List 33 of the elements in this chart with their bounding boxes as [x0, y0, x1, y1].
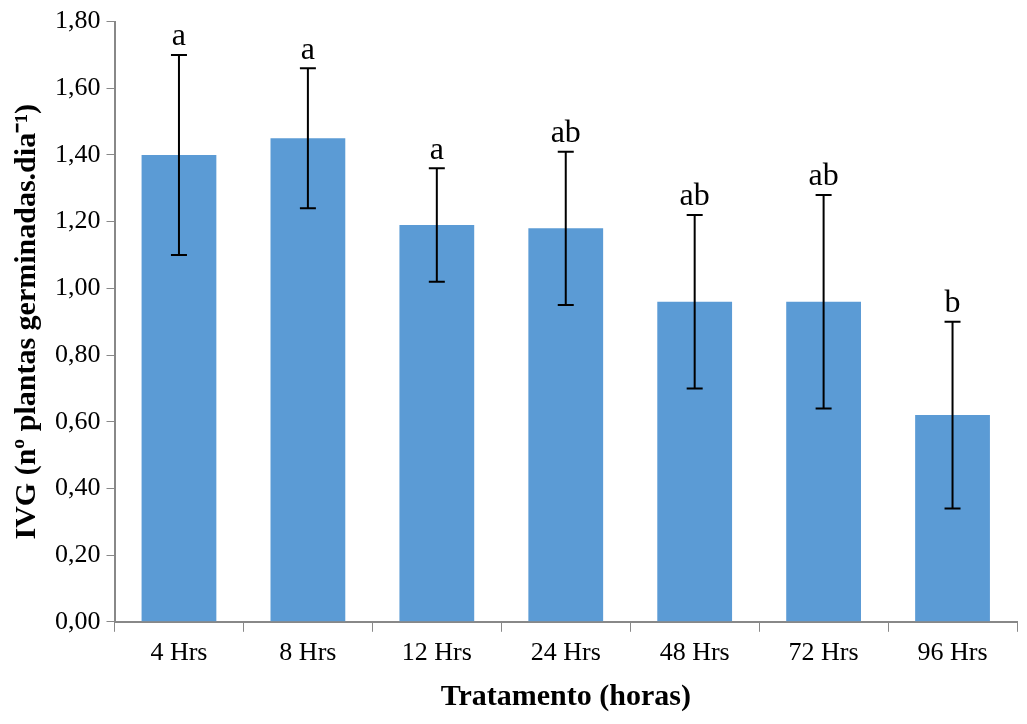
y-tick-label: 0,00	[55, 605, 101, 635]
y-axis-title: IVG (nº plantas germinadas.dia⁻¹)	[7, 103, 42, 540]
y-tick-label: 1,60	[55, 72, 101, 102]
y-tick-label: 0,40	[55, 472, 101, 502]
x-tick-label: 24 Hrs	[530, 637, 601, 667]
annotation: ab	[808, 156, 839, 193]
x-tick-label: 72 Hrs	[788, 637, 859, 667]
x-tick-label: 12 Hrs	[401, 637, 472, 667]
bar	[528, 228, 604, 622]
x-tick-label: 96 Hrs	[917, 637, 988, 667]
bar	[915, 415, 990, 622]
annotation: a	[171, 16, 187, 53]
y-tick-label: 1,00	[55, 272, 101, 302]
x-tick-label: 48 Hrs	[659, 637, 730, 667]
annotation: ab	[679, 176, 710, 213]
y-tick-label: 1,20	[55, 205, 101, 235]
bar	[786, 301, 861, 622]
annotation: b	[944, 283, 961, 320]
x-tick-label: 8 Hrs	[279, 637, 337, 667]
bar	[399, 225, 475, 622]
y-tick-label: 1,40	[55, 138, 101, 168]
bar	[141, 154, 217, 622]
annotation: ab	[550, 113, 581, 150]
x-axis-title: Tratamento (horas)	[440, 677, 691, 712]
bar	[657, 301, 733, 622]
y-tick-label: 0,20	[55, 538, 101, 568]
bar	[270, 138, 346, 622]
annotation: a	[300, 29, 315, 66]
y-tick-label: 1,80	[55, 5, 101, 35]
annotation: a	[429, 129, 444, 166]
y-tick-label: 0,80	[55, 338, 101, 368]
x-tick-label: 4 Hrs	[150, 637, 208, 667]
y-tick-label: 0,60	[55, 405, 101, 435]
